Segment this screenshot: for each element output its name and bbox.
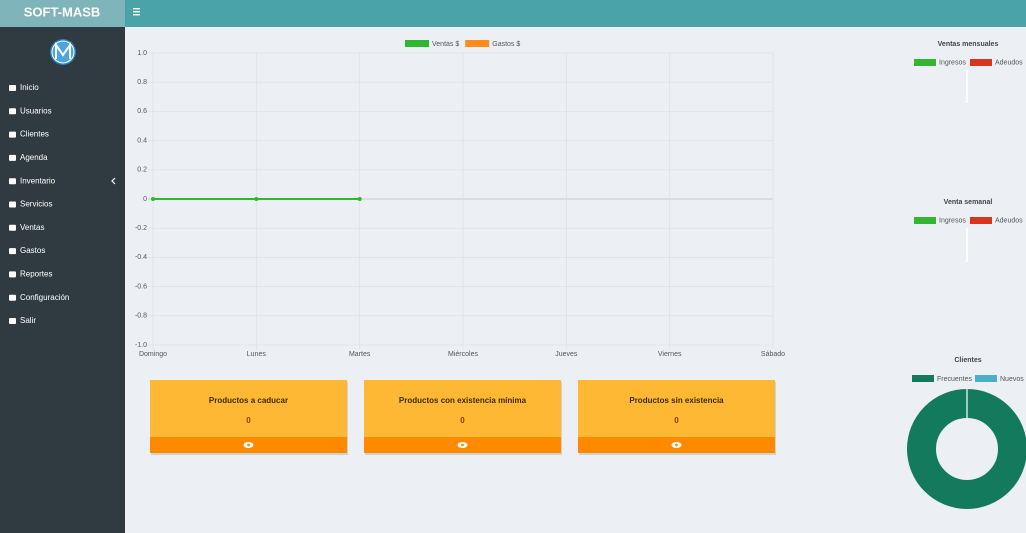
legend-swatch xyxy=(970,59,992,66)
menu-item[interactable]: Reportes xyxy=(20,270,52,279)
chart-title: Ventas mensuales xyxy=(938,41,999,48)
chart-title: Venta semanal xyxy=(944,199,993,206)
legend-label[interactable]: Ventas $ xyxy=(432,41,459,48)
card-value: 0 xyxy=(674,416,679,425)
legend-label[interactable]: Gastos $ xyxy=(492,41,520,48)
legend-swatch xyxy=(465,40,490,47)
menu-item[interactable]: Inicio xyxy=(20,83,39,92)
x-tick-label: Miércoles xyxy=(448,351,478,358)
sidebar xyxy=(0,0,125,533)
menu-icon xyxy=(9,224,16,231)
menu-icon xyxy=(9,108,16,115)
legend-label[interactable]: Nuevos xyxy=(1000,376,1024,383)
point xyxy=(254,197,259,201)
point xyxy=(357,197,362,201)
menu-item[interactable]: Configuración xyxy=(20,293,69,302)
brand-bar xyxy=(0,0,125,27)
y-tick-label: -0.6 xyxy=(135,283,147,290)
y-tick-label: 0.2 xyxy=(137,167,147,174)
menu-item[interactable]: Gastos xyxy=(20,246,45,255)
menu-item[interactable]: Salir xyxy=(20,316,36,325)
top-bar xyxy=(125,0,1026,27)
menu-icon xyxy=(9,201,16,208)
logo xyxy=(50,39,76,65)
legend-label[interactable]: Frecuentes xyxy=(937,376,973,383)
menu-icon xyxy=(9,294,16,301)
menu-chevron xyxy=(111,177,116,185)
menu-icon xyxy=(9,131,16,138)
chart-title: Clientes xyxy=(954,357,981,364)
legend-swatch xyxy=(975,375,997,382)
menu-item[interactable]: Inventario xyxy=(20,176,56,185)
menu-icon xyxy=(9,154,16,161)
menu-item[interactable]: Servicios xyxy=(20,200,52,209)
right-panel xyxy=(773,27,1026,533)
menu-item[interactable]: Agenda xyxy=(20,153,48,162)
y-tick-label: 1.0 xyxy=(137,50,147,57)
legend-swatch xyxy=(914,59,936,66)
x-tick-label: Domingo xyxy=(139,351,167,358)
x-tick-label: Lunes xyxy=(247,351,267,358)
point xyxy=(151,197,155,201)
menu-icon xyxy=(9,271,16,278)
card-value: 0 xyxy=(460,416,465,425)
card-eye-pupil xyxy=(461,443,464,447)
legend-label[interactable]: Ingresos xyxy=(939,59,966,66)
y-tick-label: -1.0 xyxy=(135,342,147,349)
menu-icon xyxy=(9,178,16,185)
brand: SOFT-MASB xyxy=(24,4,101,19)
y-tick-label: -0.4 xyxy=(135,254,147,261)
legend-swatch xyxy=(912,375,934,382)
card-eye-pupil xyxy=(247,443,250,447)
menu-toggle[interactable] xyxy=(133,8,140,16)
y-tick-label: 0.6 xyxy=(137,108,147,115)
menu-item[interactable]: Ventas xyxy=(20,223,44,232)
y-tick-label: 0.8 xyxy=(137,79,147,86)
menu-icon xyxy=(9,248,16,255)
x-tick-label: Sábado xyxy=(761,351,785,358)
menu-icon xyxy=(9,85,16,91)
legend-swatch xyxy=(914,217,936,224)
card-title: Productos con existencia mínima xyxy=(399,396,527,405)
card-eye-pupil xyxy=(675,443,678,447)
menu-item[interactable]: Usuarios xyxy=(20,106,52,115)
legend-label[interactable]: Ingresos xyxy=(939,217,966,224)
card-title: Productos sin existencia xyxy=(629,396,724,405)
y-tick-label: 0.4 xyxy=(137,137,147,144)
x-tick-label: Viernes xyxy=(658,351,682,358)
y-tick-label: 0 xyxy=(143,196,147,203)
menu-icon xyxy=(9,318,16,324)
card-value: 0 xyxy=(246,416,251,425)
x-tick-label: Jueves xyxy=(555,351,578,358)
legend-label[interactable]: Adeudos xyxy=(995,59,1023,66)
legend-swatch xyxy=(405,40,429,47)
card-title: Productos a caducar xyxy=(209,396,288,405)
legend-swatch xyxy=(970,217,992,224)
y-tick-label: -0.8 xyxy=(135,313,147,320)
x-tick-label: Martes xyxy=(349,351,371,358)
y-tick-label: -0.2 xyxy=(135,225,147,232)
menu-item[interactable]: Clientes xyxy=(20,130,49,139)
legend-label[interactable]: Adeudos xyxy=(995,217,1023,224)
